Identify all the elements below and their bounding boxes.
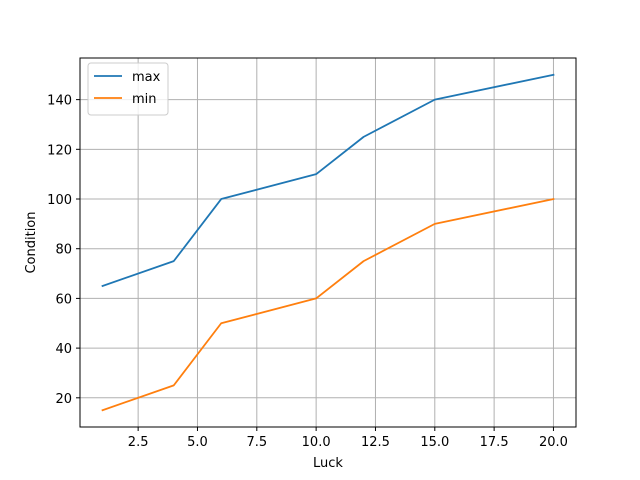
series-lines — [101, 73, 555, 412]
legend: max min — [87, 62, 169, 116]
x-tick-label: 10.0 — [302, 435, 331, 450]
y-tick-label: 120 — [47, 143, 72, 158]
legend-label-min: min — [132, 92, 157, 107]
x-axis-label: Luck — [313, 456, 343, 471]
x-tick-label: 2.5 — [128, 435, 149, 450]
legend-label-max: max — [132, 70, 161, 85]
x-tick-label: 12.5 — [361, 435, 390, 450]
x-tick-label: 17.5 — [480, 435, 509, 450]
grid-lines — [80, 58, 576, 427]
series-line-max — [101, 73, 555, 288]
y-tick-label: 40 — [55, 342, 72, 357]
axis-ticks: 2.5 5.0 7.5 10.0 12.5 15.0 17.5 20.0 20 40 60 80 100… — [47, 94, 568, 450]
x-tick-label: 5.0 — [187, 435, 208, 450]
x-tick-label: 20.0 — [539, 435, 568, 450]
plot-area-frame — [79, 57, 577, 428]
y-tick-label: 140 — [47, 94, 72, 109]
x-tick-label: 7.5 — [246, 435, 267, 450]
y-axis-label: Condition — [24, 211, 39, 273]
y-tick-label: 20 — [55, 392, 72, 407]
y-tick-label: 100 — [47, 193, 72, 208]
series-line-min — [101, 197, 555, 412]
x-tick-label: 15.0 — [420, 435, 449, 450]
y-tick-label: 80 — [55, 243, 72, 258]
y-tick-label: 60 — [55, 292, 72, 307]
